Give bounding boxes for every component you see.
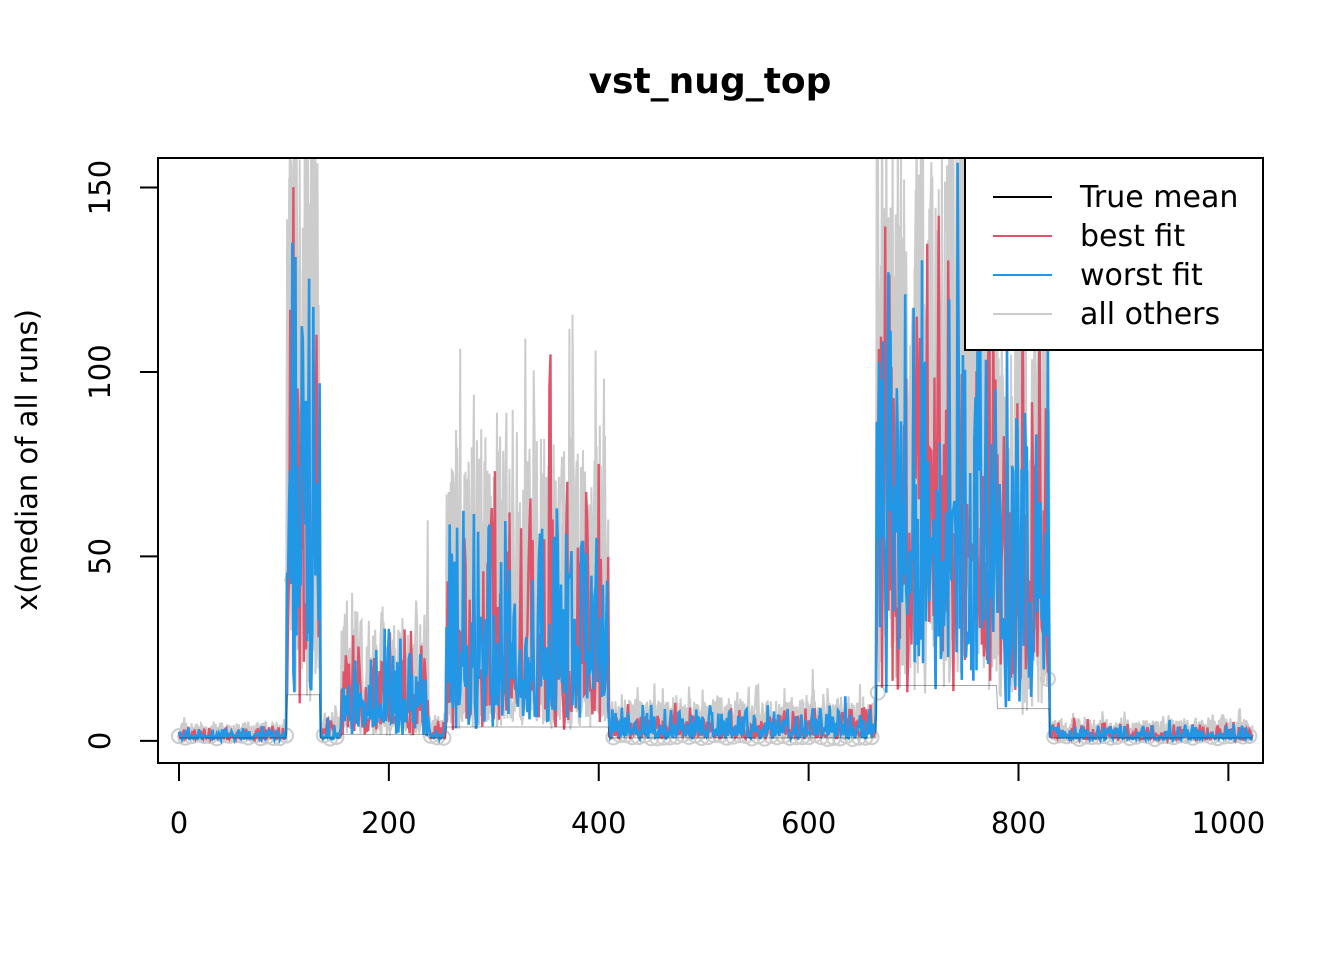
y-axis: 0 50 100 150 [83, 160, 159, 750]
series-layer [170, 158, 1258, 747]
all-others-point [869, 684, 886, 701]
worst-fit-line [177, 162, 1254, 745]
legend-label: True mean [1079, 180, 1238, 215]
x-tick-label: 200 [361, 806, 416, 840]
y-tick-label: 100 [83, 344, 117, 399]
chart-title: vst_nug_top [589, 61, 832, 102]
true-mean-line [179, 685, 1253, 739]
best-fit-line [177, 158, 1254, 745]
y-tick-label: 150 [83, 160, 117, 215]
x-tick-label: 1000 [1191, 806, 1265, 840]
y-tick-label: 0 [83, 732, 117, 750]
y-tick-label: 50 [83, 538, 117, 575]
x-tick-label: 400 [571, 806, 626, 840]
legend-label: best fit [1080, 219, 1185, 254]
legend-label: all others [1080, 297, 1220, 332]
y-axis-label: x(median of all runs) [10, 309, 44, 611]
x-tick-label: 600 [781, 806, 836, 840]
legend-box [964, 157, 1264, 351]
x-tick-label: 800 [991, 806, 1046, 840]
x-tick-label: 0 [170, 806, 188, 840]
legend-label: worst fit [1080, 258, 1203, 293]
legend: True mean best fit worst fit all others [964, 157, 1264, 351]
x-axis: 0 200 400 600 800 1000 [170, 762, 1265, 840]
